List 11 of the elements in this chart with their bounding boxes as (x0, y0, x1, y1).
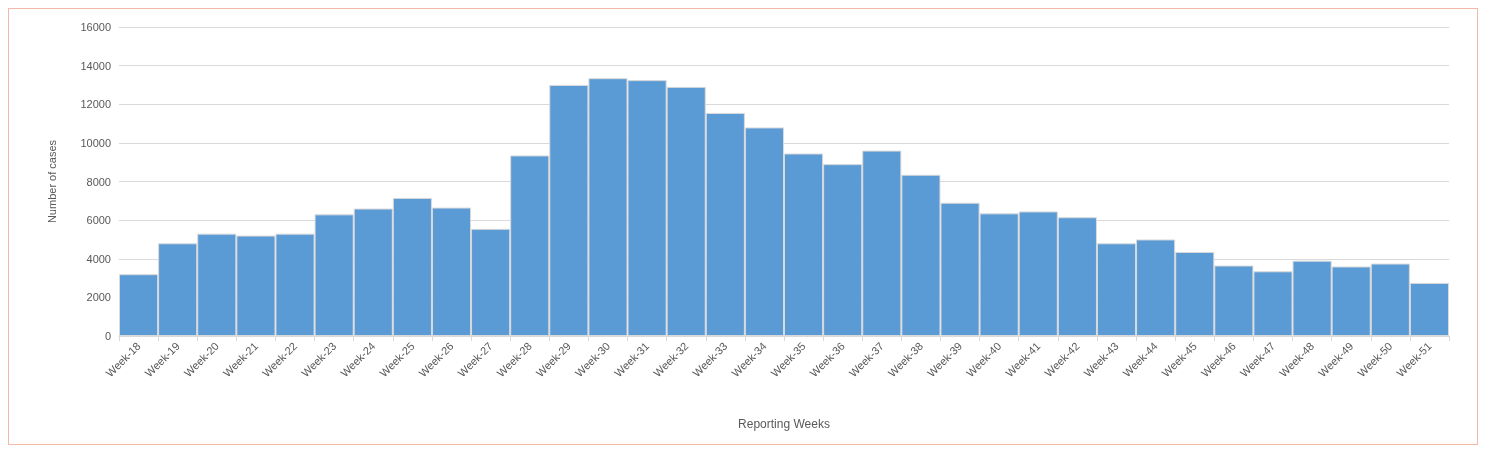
y-tick-label: 4000 (86, 252, 111, 265)
y-tick-label: 12000 (80, 98, 111, 111)
y-tick-label: 8000 (86, 175, 111, 188)
y-tick-label: 0 (104, 330, 111, 342)
y-tick-label: 16000 (80, 21, 111, 33)
x-axis-title: Reporting Weeks (738, 417, 830, 431)
y-tick-label: 10000 (80, 136, 111, 149)
y-axis-title: Number of cases (45, 139, 58, 224)
y-tick-label: 14000 (80, 59, 111, 72)
y-tick-label: 6000 (86, 214, 111, 227)
y-tick-label: 2000 (86, 291, 111, 304)
